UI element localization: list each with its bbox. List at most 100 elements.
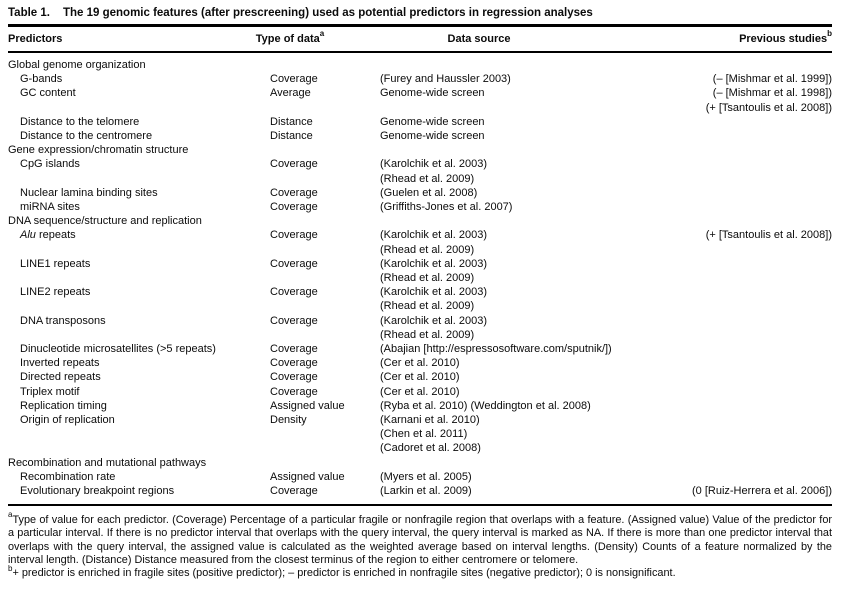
table-row: Distance to the telomere Distance Genome-w… — [8, 115, 832, 129]
type-of-data-cell: Distance — [270, 130, 313, 143]
col-header-predictors: Predictors — [8, 32, 63, 45]
paper-table-figure: Table 1. The 19 genomic features (after p… — [8, 7, 832, 580]
source-line: (Chen et al. 2011) — [380, 428, 468, 441]
study-line: (– [Mishmar et al. 1998]) — [712, 87, 832, 100]
source-line: Genome-wide screen — [380, 87, 485, 100]
predictor-cell: Evolutionary breakpoint regions — [20, 485, 175, 498]
type-of-data-cell: Coverage — [270, 485, 318, 498]
predictor-cell: Directed repeats — [20, 371, 101, 384]
source-line: (Larkin et al. 2009) — [380, 485, 472, 498]
type-of-data-cell: Coverage — [270, 357, 318, 370]
study-line: (+ [Tsantoulis et al. 2008]) — [705, 229, 832, 242]
data-source-cell: (Larkin et al. 2009) — [380, 484, 692, 498]
header-rule — [8, 50, 832, 53]
header-superscript: b — [827, 28, 832, 38]
data-source-cell: Genome-wide screen — [380, 86, 706, 100]
predictor-cell: Nuclear lamina binding sites — [20, 186, 158, 199]
study-line: (+ [Tsantoulis et al. 2008]) — [705, 101, 832, 114]
source-line: (Cer et al. 2010) — [380, 385, 460, 398]
type-of-data-cell: Coverage — [270, 257, 318, 270]
predictor-cell: Inverted repeats — [20, 357, 100, 370]
table-row: LINE1 repeats Coverage (Karolchik et al. 2… — [8, 257, 832, 285]
previous-studies-cell: (– [Mishmar et al. 1998]) (+ [Tsantoulis … — [706, 86, 832, 114]
table-row: Inverted repeats Coverage (Cer et al. 2010… — [8, 356, 832, 370]
type-of-data-cell: Coverage — [270, 385, 318, 398]
type-of-data-cell: Coverage — [270, 229, 318, 242]
predictor-cell: DNA transposons — [20, 314, 106, 327]
type-of-data-cell: Coverage — [270, 314, 318, 327]
col-header-previous-studies: Previous studiesb — [739, 28, 832, 45]
table-row: Dinucleotide microsatellites (>5 repeats… — [8, 342, 832, 356]
table-row: Alu repeats Coverage (Karolchik et al. 200… — [8, 228, 832, 256]
table-row: Evolutionary breakpoint regions Coverage (… — [8, 484, 832, 498]
table-title: Table 1. The 19 genomic features (after p… — [8, 7, 832, 24]
data-source-cell: (Furey and Haussler 2003) — [380, 72, 713, 86]
table-row: Distance to the centromere Distance Genome… — [8, 129, 832, 143]
section-row: Gene expression/chromatin structure — [8, 144, 189, 157]
table-row: CpG islands Coverage (Karolchik et al. 200… — [8, 157, 832, 185]
source-line: (Cer et al. 2010) — [380, 371, 460, 384]
table-row: LINE2 repeats Coverage (Karolchik et al. 2… — [8, 285, 832, 313]
data-source-cell: Genome-wide screen — [380, 115, 832, 129]
predictor-italic-term: Alu — [20, 229, 36, 242]
study-line: (– [Mishmar et al. 1999]) — [712, 73, 832, 86]
table-row: Directed repeats Coverage (Cer et al. 2010… — [8, 370, 832, 384]
predictor-cell: Distance to the telomere — [20, 115, 140, 128]
section-row: Recombination and mutational pathways — [8, 456, 207, 469]
table-row: Triplex motif Coverage (Cer et al. 2010) — [8, 385, 832, 399]
type-of-data-cell: Coverage — [270, 158, 318, 171]
type-of-data-cell: Coverage — [270, 201, 318, 214]
predictor-cell: CpG islands — [20, 158, 80, 171]
source-line: (Karnani et al. 2010) — [380, 414, 480, 427]
source-line: (Myers et al. 2005) — [380, 470, 472, 483]
data-source-cell: (Cer et al. 2010) — [380, 370, 832, 384]
source-line: (Rhead et al. 2009) — [380, 272, 475, 285]
table-body: Global genome organization G-bands Coverag… — [8, 53, 832, 504]
col-header-type-of-data: Type of dataa — [255, 28, 325, 45]
type-of-data-cell: Coverage — [270, 186, 318, 199]
col-header-data-source: Data source — [447, 32, 511, 45]
footnote-marker: b — [8, 563, 13, 573]
predictor-cell: LINE1 repeats — [20, 257, 91, 270]
data-source-cell: (Cer et al. 2010) — [380, 385, 832, 399]
table-row: G-bands Coverage (Furey and Haussler 2003)… — [8, 72, 832, 86]
source-line: (Rhead et al. 2009) — [380, 172, 475, 185]
source-line: Genome-wide screen — [380, 115, 485, 128]
type-of-data-cell: Distance — [270, 115, 313, 128]
data-source-cell: (Karnani et al. 2010) (Chen et al. 2011)(… — [380, 413, 832, 456]
table-row: Recombination rate Assigned value (Myers e… — [8, 470, 832, 484]
source-line: (Cadoret et al. 2008) — [380, 442, 481, 455]
table-row: miRNA sites Coverage (Griffiths-Jones et a… — [8, 200, 832, 214]
section-row: Global genome organization — [8, 59, 146, 71]
source-line: (Guelen et al. 2008) — [380, 186, 478, 199]
type-of-data-cell: Assigned value — [270, 399, 345, 412]
source-line: (Karolchik et al. 2003) — [380, 286, 487, 299]
data-source-cell: (Griffiths-Jones et al. 2007) — [380, 200, 832, 214]
data-source-cell: (Myers et al. 2005) — [380, 470, 832, 484]
predictor-cell: Triplex motif — [20, 385, 80, 398]
data-source-cell: (Ryba et al. 2010) (Weddington et al. 20… — [380, 399, 832, 413]
source-line: (Furey and Haussler 2003) — [380, 73, 511, 86]
section-row: DNA sequence/structure and replication — [8, 215, 202, 228]
bottom-rule — [8, 504, 832, 506]
previous-studies-cell: (+ [Tsantoulis et al. 2008]) — [706, 228, 832, 242]
type-of-data-cell: Coverage — [270, 371, 318, 384]
source-line: (Karolchik et al. 2003) — [380, 229, 487, 242]
table-row: Nuclear lamina binding sites Coverage (Gue… — [8, 186, 832, 200]
data-source-cell: Genome-wide screen — [380, 129, 832, 143]
predictor-cell: G-bands — [20, 73, 63, 86]
predictor-cell: LINE2 repeats — [20, 286, 91, 299]
data-source-cell: (Abajian [http://espressosoftware.com/sp… — [380, 342, 832, 356]
footnote: b+ predictor is enriched in fragile site… — [8, 563, 676, 580]
footnote: aType of value for each predictor. (Cove… — [8, 510, 832, 567]
data-source-cell: (Karolchik et al. 2003) (Rhead et al. 200… — [380, 314, 832, 342]
source-line: (Karolchik et al. 2003) — [380, 257, 487, 270]
table-number: Table 1. — [8, 7, 50, 19]
source-line: (Rhead et al. 2009) — [380, 243, 475, 256]
previous-studies-cell: (0 [Ruiz-Herrera et al. 2006]) — [692, 484, 832, 498]
top-rule — [8, 24, 832, 27]
column-headers: Predictors Type of dataa Data source Pre… — [8, 27, 832, 51]
predictor-cell: Replication timing — [20, 399, 107, 412]
source-line: (Karolchik et al. 2003) — [380, 314, 487, 327]
source-line: (Ryba et al. 2010) (Weddington et al. 20… — [380, 399, 591, 412]
